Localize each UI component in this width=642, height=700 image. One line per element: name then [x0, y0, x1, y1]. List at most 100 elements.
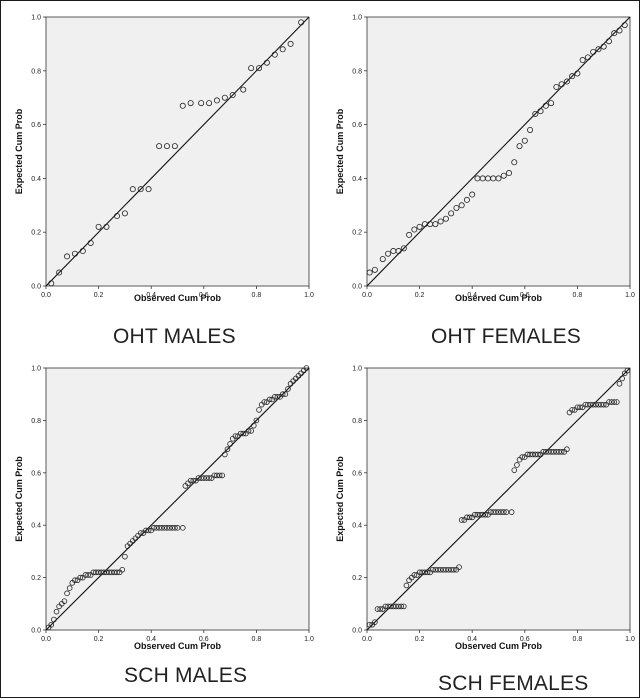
data-point — [498, 509, 504, 515]
y-axis-label: Expected Cum Prob — [14, 108, 24, 194]
data-point — [87, 239, 94, 246]
x-tick-label: 0.8 — [252, 636, 262, 643]
data-point — [422, 569, 428, 576]
data-point — [516, 143, 523, 150]
y-tick-label: 0.4 — [352, 176, 362, 183]
data-point — [616, 380, 623, 387]
data-point — [85, 572, 91, 578]
data-point — [48, 621, 55, 628]
data-point — [542, 102, 549, 109]
data-point — [432, 566, 439, 573]
pp-plot-oht-males: Expected Cum Prob Observed Cum Prob 0.0 0… — [14, 15, 314, 304]
data-point — [503, 509, 510, 515]
data-point — [395, 603, 402, 610]
data-point — [53, 608, 60, 615]
data-point — [274, 394, 281, 400]
x-tick-label: 0.2 — [415, 292, 425, 299]
data-point — [579, 57, 586, 64]
data-point — [201, 475, 207, 481]
data-point — [500, 172, 507, 179]
data-point — [550, 449, 557, 455]
data-point — [377, 606, 383, 612]
data-point — [387, 603, 394, 610]
x-tick-label: 0.0 — [362, 292, 372, 299]
data-point — [477, 511, 483, 518]
data-point — [419, 569, 426, 576]
data-point — [558, 449, 565, 455]
data-point — [472, 511, 478, 518]
data-point — [106, 569, 112, 576]
y-tick-label: 0.0 — [352, 628, 362, 635]
data-point — [382, 603, 389, 610]
data-point — [558, 81, 565, 88]
data-point — [101, 569, 107, 576]
data-point — [574, 404, 581, 411]
y-tick-label: 0.4 — [352, 523, 362, 530]
data-point — [450, 566, 457, 573]
x-tick-label: 0.6 — [520, 636, 530, 643]
x-tick-label: 0.4 — [146, 292, 156, 299]
data-point — [287, 40, 294, 47]
data-point — [372, 619, 378, 625]
data-point — [72, 577, 78, 584]
data-point — [490, 509, 497, 515]
pp-plot-sch-females: Expected Cum Prob Observed Cum Prob 0.0 0… — [335, 366, 635, 652]
data-point — [590, 48, 597, 55]
data-point — [195, 475, 202, 481]
data-point — [611, 399, 618, 405]
data-point — [163, 143, 170, 150]
y-tick-label: 0.6 — [31, 122, 41, 129]
y-tick-label: 0.8 — [352, 418, 362, 425]
data-point — [395, 248, 402, 255]
data-point — [64, 253, 71, 260]
data-point — [222, 451, 228, 458]
data-point — [514, 462, 520, 468]
data-point — [605, 38, 612, 45]
data-point — [482, 511, 489, 518]
data-point — [164, 525, 170, 531]
data-point — [77, 574, 83, 581]
x-tick-label: 0.4 — [467, 292, 477, 299]
data-point — [379, 256, 386, 263]
data-point — [263, 59, 270, 66]
data-point — [532, 451, 539, 458]
data-point — [495, 175, 502, 182]
caption-oht-males: OHT MALES — [113, 325, 236, 348]
reference-line — [366, 16, 631, 287]
data-point — [435, 566, 441, 573]
data-point — [179, 525, 186, 531]
data-point — [593, 401, 599, 408]
data-point — [401, 603, 407, 610]
data-point — [179, 102, 186, 109]
data-point — [51, 616, 57, 623]
y-tick-label: 0.4 — [31, 176, 41, 183]
data-point — [103, 569, 110, 576]
data-point — [198, 100, 205, 107]
data-point — [137, 530, 144, 536]
data-point — [171, 143, 178, 150]
x-tick-label: 0.0 — [41, 636, 51, 643]
data-point — [611, 30, 618, 37]
data-point — [553, 83, 560, 90]
data-point — [66, 585, 73, 591]
data-point — [240, 430, 247, 437]
data-point — [114, 213, 121, 220]
reference-line — [45, 16, 310, 287]
data-point — [614, 399, 620, 405]
y-tick-label: 0.0 — [31, 628, 41, 635]
y-tick-label: 0.2 — [31, 230, 41, 237]
data-point — [153, 525, 160, 531]
data-point — [469, 191, 476, 198]
data-point — [548, 449, 554, 455]
data-point — [398, 603, 404, 610]
data-point — [621, 22, 628, 29]
caption-oht-females: OHT FEMALES — [431, 325, 582, 348]
data-point — [453, 204, 460, 211]
data-point — [137, 186, 144, 193]
data-point — [174, 525, 181, 531]
data-point — [506, 170, 513, 177]
y-tick-label: 0.0 — [31, 284, 41, 291]
data-point — [206, 100, 213, 107]
data-point — [582, 401, 589, 408]
data-point — [535, 451, 541, 458]
